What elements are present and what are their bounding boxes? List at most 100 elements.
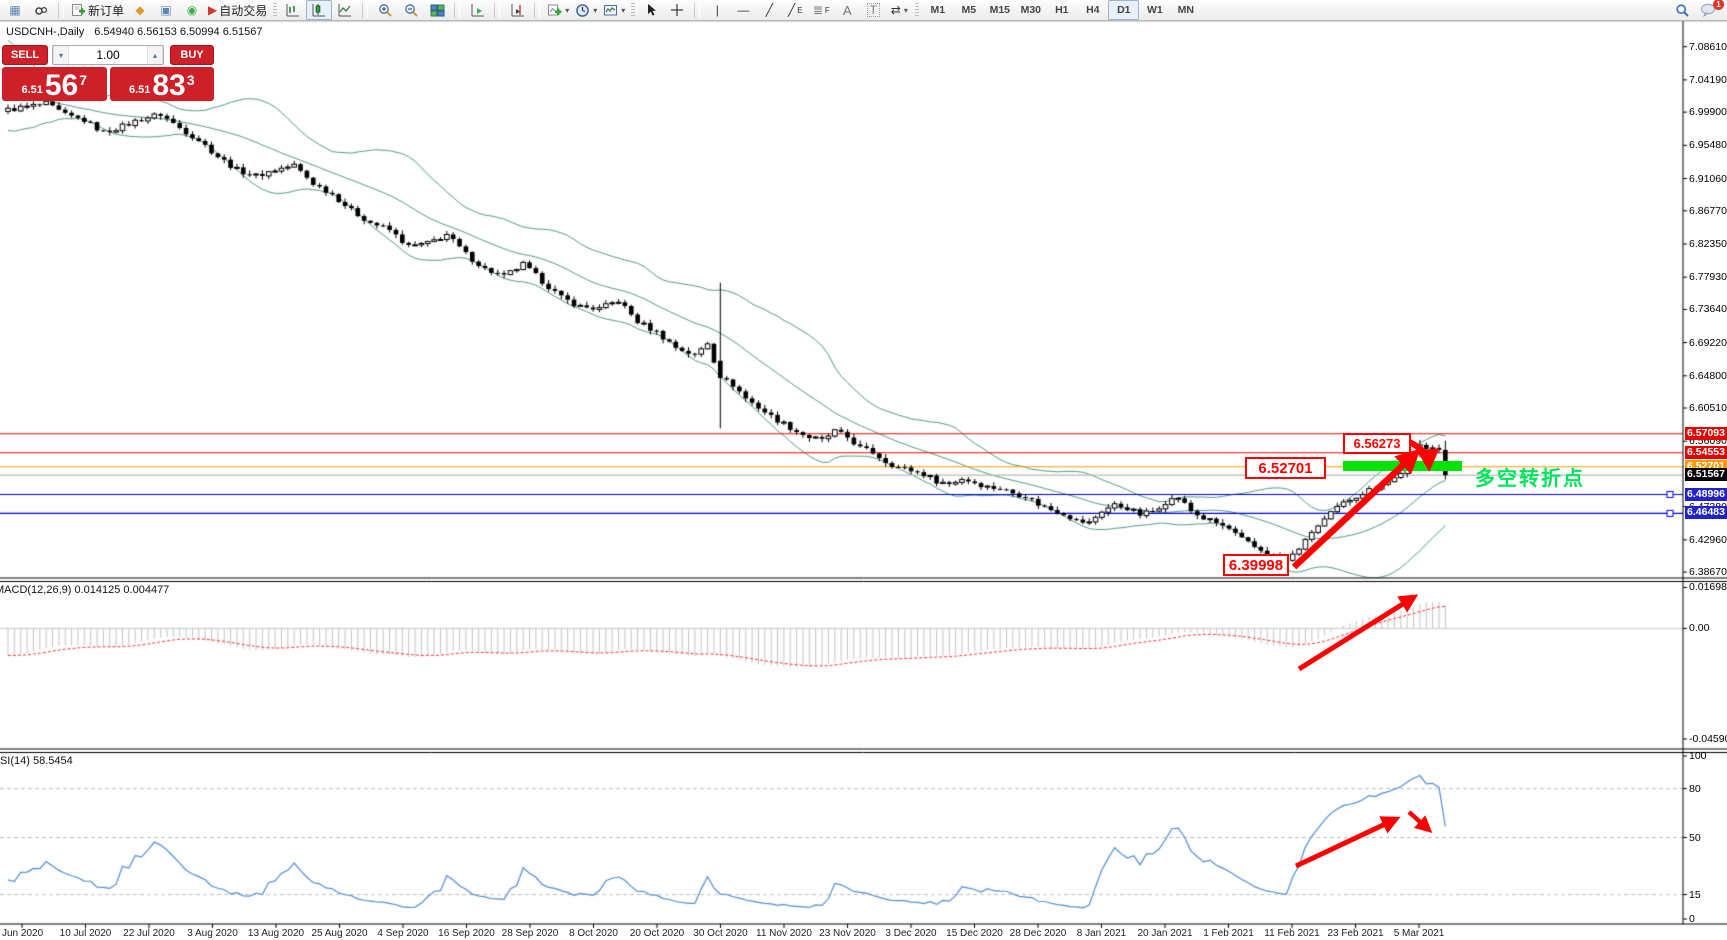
- chart-shift-button[interactable]: [504, 0, 530, 20]
- crosshair-button[interactable]: [664, 0, 690, 20]
- macd-tick-label: 0.016984: [1689, 581, 1727, 594]
- text-label-button[interactable]: T: [860, 0, 886, 20]
- arrows-caret: ▾: [903, 5, 908, 15]
- toolbar-drag-handle[interactable]: [915, 2, 920, 18]
- autotrade-icon: ▶: [208, 3, 218, 17]
- volume-decrease-button[interactable]: ▾: [53, 46, 69, 64]
- vertical-line-button[interactable]: |: [704, 0, 730, 20]
- indicators-button[interactable]: ▾: [544, 0, 572, 20]
- eraser-button[interactable]: ◆: [127, 0, 153, 20]
- timeframe-m5[interactable]: M5: [961, 4, 977, 16]
- toolbar-separator: [494, 2, 501, 18]
- toolbar-separator: [534, 2, 541, 18]
- date-tick-label[interactable]: 1 Feb 2021: [1203, 928, 1254, 939]
- timeframe-h4[interactable]: H4: [1086, 4, 1100, 16]
- zoom-in-icon: [378, 3, 392, 17]
- annotation-turning-point-text[interactable]: 多空转折点: [1475, 468, 1585, 490]
- buy-button[interactable]: BUY: [170, 45, 214, 65]
- date-tick-label[interactable]: 11 Feb 2021: [1264, 928, 1320, 939]
- date-tick-label[interactable]: 11 Nov 2020: [756, 928, 812, 939]
- sell-button[interactable]: SELL: [2, 45, 48, 65]
- date-tick-label[interactable]: 13 Aug 2020: [247, 928, 305, 939]
- price-tick-label: 6.99900: [1689, 106, 1727, 119]
- date-tick-label[interactable]: Jun 2020: [2, 928, 44, 939]
- cursor-icon: [647, 4, 656, 16]
- date-tick-label[interactable]: 28 Sep 2020: [501, 928, 559, 939]
- annotation-price-box-high[interactable]: 6.56273: [1343, 433, 1411, 454]
- timeframe-m1[interactable]: M1: [930, 4, 946, 16]
- buy-price-tile[interactable]: 6.51 83 3: [109, 67, 214, 101]
- annotation-price-box-low[interactable]: 6.39998: [1223, 554, 1289, 576]
- sell-price-tile[interactable]: 6.51 56 7: [2, 67, 107, 101]
- text-tool-button[interactable]: A: [834, 0, 860, 20]
- toolbar-drag-handle[interactable]: [631, 2, 636, 18]
- date-tick-label[interactable]: 25 Aug 2020: [311, 928, 368, 939]
- macd-name: MACD(12,26,9): [0, 584, 72, 596]
- date-tick-label[interactable]: 20 Oct 2020: [629, 928, 685, 939]
- timeframe-m30[interactable]: M30: [1020, 4, 1042, 16]
- volume-value[interactable]: 1.00: [96, 48, 120, 62]
- volume-increase-button[interactable]: ▴: [147, 46, 163, 64]
- timeframe-w1[interactable]: W1: [1146, 4, 1163, 16]
- macd-tick-label: -0.045909: [1689, 732, 1727, 745]
- date-tick-label[interactable]: 23 Nov 2020: [819, 928, 876, 939]
- date-tick-label[interactable]: 8 Oct 2020: [569, 928, 618, 939]
- price-tick-label: 6.82350: [1689, 237, 1727, 250]
- candlestick-chart-button[interactable]: [306, 0, 333, 20]
- date-tick-label[interactable]: 30 Oct 2020: [693, 928, 748, 939]
- notifications-button[interactable]: 1: [1695, 0, 1724, 20]
- date-tick-label[interactable]: 22 Jul 2020: [123, 928, 175, 939]
- rsi-tick-label: 50: [1689, 831, 1701, 844]
- templates-button[interactable]: ▾: [600, 0, 628, 20]
- toolbar-separator: [694, 2, 701, 18]
- timeframe-mn[interactable]: MN: [1177, 4, 1194, 16]
- periods-button[interactable]: ▾: [572, 0, 600, 20]
- date-tick-label[interactable]: 3 Aug 2020: [187, 928, 238, 939]
- toolbar-separator: [58, 2, 64, 18]
- binoculars-icon: [35, 6, 48, 15]
- zoom-out-button[interactable]: [398, 0, 424, 20]
- timeframe-h1[interactable]: H1: [1055, 4, 1069, 16]
- date-tick-label[interactable]: 20 Jan 2021: [1137, 928, 1193, 939]
- toolbar-drag-handle[interactable]: [273, 2, 278, 18]
- trendline-button[interactable]: ╱: [756, 0, 782, 20]
- search-button[interactable]: [1669, 0, 1695, 20]
- rsi-tick-label: 80: [1689, 782, 1701, 795]
- text-tool-icon: A: [842, 2, 852, 18]
- vertical-line-icon: |: [715, 3, 719, 17]
- line-chart-button[interactable]: [332, 0, 358, 20]
- date-tick-label[interactable]: 28 Dec 2020: [1009, 928, 1067, 939]
- timeframe-d1[interactable]: D1: [1108, 0, 1140, 20]
- zoom-in-button[interactable]: [372, 0, 398, 20]
- indicators-icon: [548, 4, 562, 15]
- date-tick-label[interactable]: 3 Dec 2020: [885, 928, 937, 939]
- price-tick-label: 6.60510: [1689, 402, 1727, 415]
- fibonacci-button[interactable]: ≣ F: [808, 0, 834, 20]
- chart-symbol-period: USDCNH-,Daily: [6, 26, 85, 38]
- annotation-price-box-mid[interactable]: 6.52701: [1245, 457, 1326, 479]
- date-tick-label[interactable]: 10 Jul 2020: [59, 928, 112, 939]
- tile-windows-button[interactable]: [424, 0, 450, 20]
- autotrade-button[interactable]: ▶ 自动交易: [205, 0, 270, 20]
- new-order-button[interactable]: 新订单: [68, 0, 127, 20]
- timeframe-m15[interactable]: M15: [989, 4, 1011, 16]
- date-tick-label[interactable]: 4 Sep 2020: [377, 928, 429, 939]
- channel-button[interactable]: ╱ E: [782, 0, 808, 20]
- terminal-button[interactable]: ▣: [153, 0, 179, 20]
- chart-window-button[interactable]: ▦: [2, 0, 28, 20]
- date-tick-label[interactable]: 5 Mar 2021: [1393, 928, 1445, 939]
- bar-chart-button[interactable]: [280, 0, 306, 20]
- horizontal-line-button[interactable]: —: [730, 0, 756, 20]
- auto-scroll-button[interactable]: [464, 0, 490, 20]
- date-tick-label[interactable]: 16 Sep 2020: [438, 928, 495, 939]
- cursor-button[interactable]: [638, 0, 664, 20]
- timeframe-group: M1 M5 M15 M30 H1 H4 D1 W1 MN: [922, 0, 1201, 20]
- arrows-tool-button[interactable]: ⇄ ▾: [886, 0, 912, 20]
- macd-tick-label: 0.00: [1689, 622, 1710, 635]
- market-watch-button[interactable]: [28, 0, 54, 20]
- date-tick-label[interactable]: 23 Feb 2021: [1327, 928, 1384, 939]
- date-tick-label[interactable]: 8 Jan 2021: [1076, 928, 1127, 939]
- date-tick-label[interactable]: 15 Dec 2020: [946, 928, 1003, 939]
- signals-button[interactable]: ◉: [179, 0, 205, 20]
